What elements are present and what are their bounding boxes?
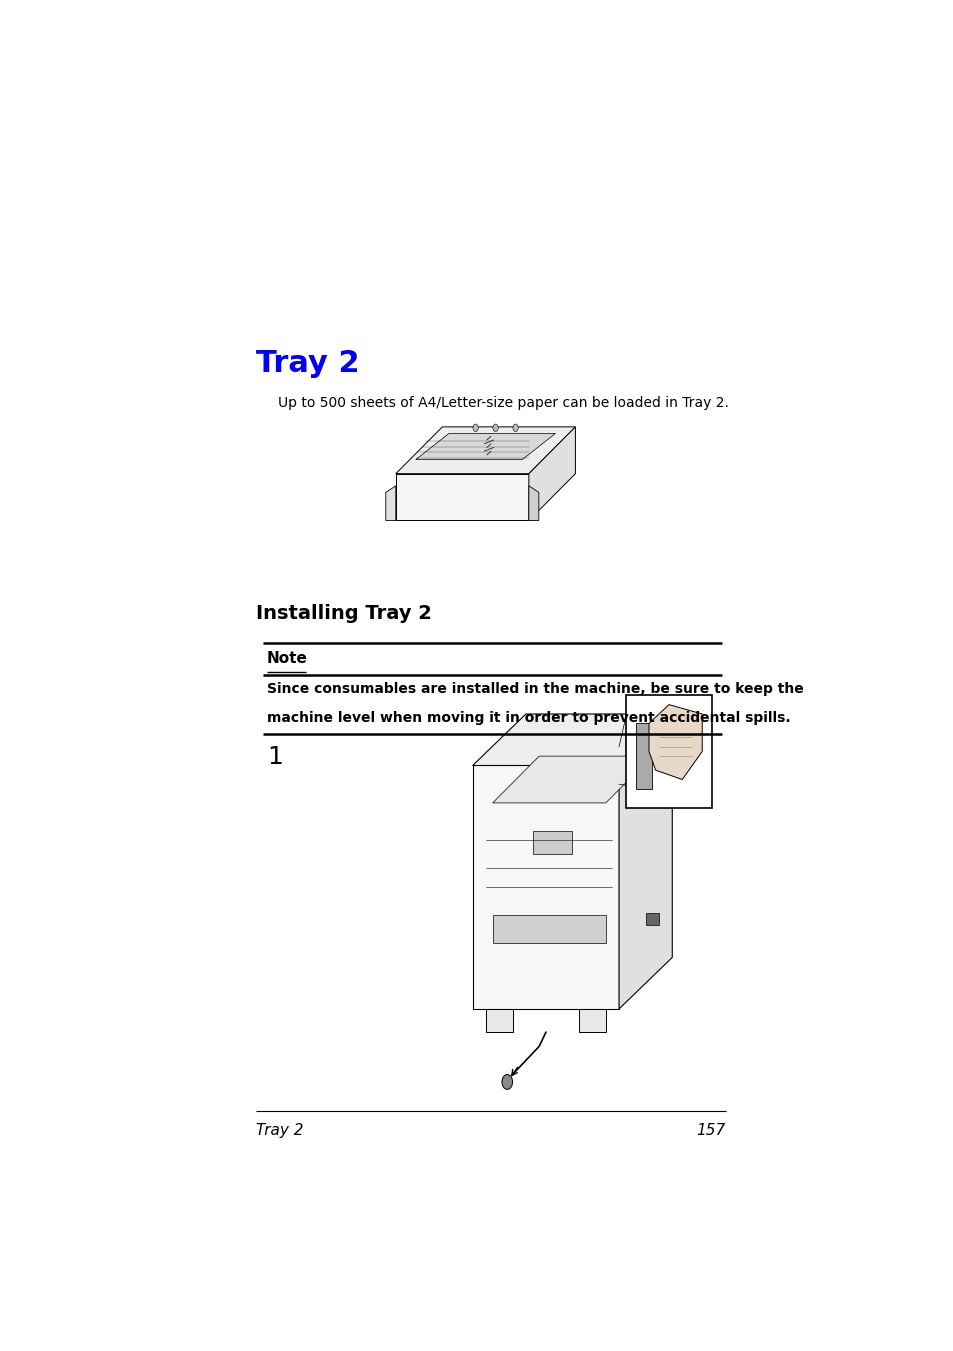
Polygon shape — [395, 474, 528, 520]
Text: 1: 1 — [267, 744, 283, 769]
Polygon shape — [528, 427, 575, 520]
Polygon shape — [472, 766, 618, 1009]
Circle shape — [493, 424, 497, 431]
Text: Tray 2: Tray 2 — [255, 1123, 303, 1139]
Polygon shape — [492, 915, 605, 943]
Polygon shape — [618, 713, 672, 1009]
Circle shape — [473, 424, 477, 431]
Text: 157: 157 — [696, 1123, 724, 1139]
Polygon shape — [492, 757, 652, 802]
Bar — [625, 696, 712, 808]
Polygon shape — [578, 1009, 605, 1032]
Polygon shape — [485, 1009, 512, 1032]
Text: Note: Note — [267, 651, 308, 666]
Text: Since consumables are installed in the machine, be sure to keep the: Since consumables are installed in the m… — [267, 682, 803, 696]
Polygon shape — [648, 705, 701, 780]
Polygon shape — [528, 486, 538, 520]
Polygon shape — [395, 427, 575, 474]
Polygon shape — [385, 486, 395, 520]
Polygon shape — [416, 434, 555, 459]
Text: Tray 2: Tray 2 — [255, 350, 359, 378]
Text: Up to 500 sheets of A4/Letter-size paper can be loaded in Tray 2.: Up to 500 sheets of A4/Letter-size paper… — [278, 396, 728, 411]
Bar — [532, 831, 572, 854]
Circle shape — [501, 1074, 512, 1089]
Circle shape — [513, 424, 517, 431]
Text: machine level when moving it in order to prevent accidental spills.: machine level when moving it in order to… — [267, 712, 790, 725]
Bar — [645, 913, 659, 924]
Polygon shape — [472, 713, 672, 766]
Text: Installing Tray 2: Installing Tray 2 — [255, 604, 432, 623]
Bar — [635, 723, 652, 789]
